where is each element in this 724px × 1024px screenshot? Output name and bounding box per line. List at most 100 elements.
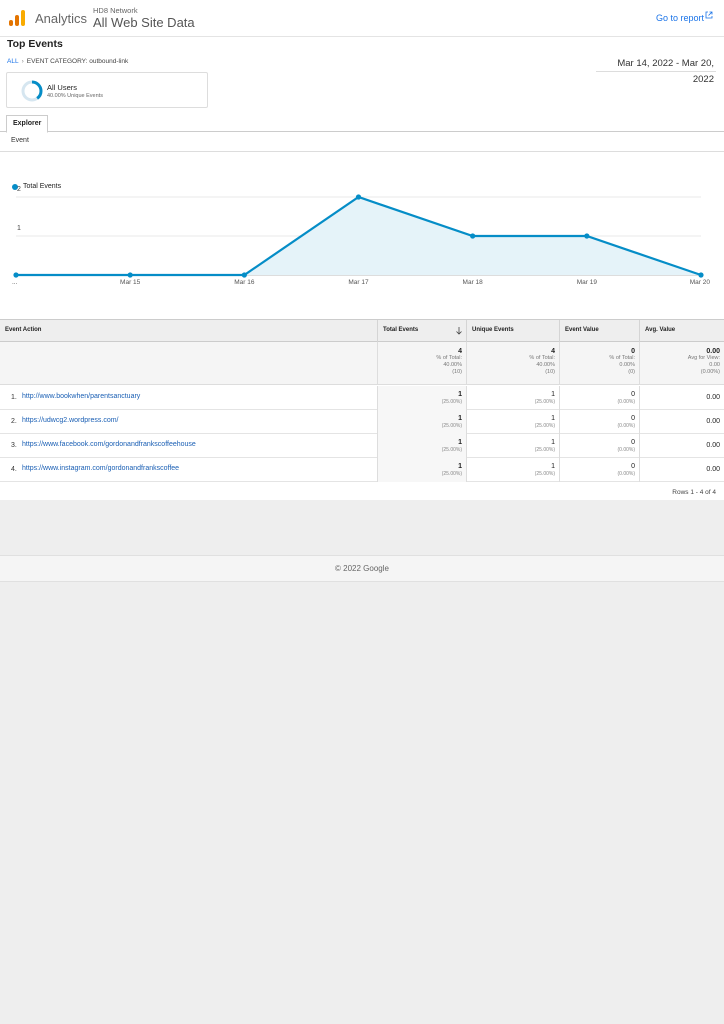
cell-percent: (0.00%): [617, 399, 635, 405]
total-caption: % of Total:: [609, 355, 635, 361]
event-action-link[interactable]: https://udwcg2.wordpress.com/: [22, 417, 119, 424]
breadcrumb-all-link[interactable]: ALL: [7, 58, 19, 65]
row-number: 1.: [11, 394, 17, 401]
app-header: Analytics HD8 Network All Web Site Data …: [0, 0, 724, 37]
col-header-event-value[interactable]: Event Value: [560, 320, 640, 342]
table-row: 3. https://www.facebook.com/gordonandfran…: [0, 434, 724, 458]
totals-unique-events: 4 % of Total: 40.00% (10): [467, 342, 560, 384]
cell-value: 0: [631, 439, 635, 446]
event-action-link[interactable]: https://www.instagram.com/gordonandfrank…: [22, 465, 180, 472]
cell-percent: (25.00%): [534, 447, 555, 453]
avg-value-cell: 0.00: [640, 458, 724, 482]
total-caption: Avg for View:: [687, 355, 720, 361]
cell-value: 1: [551, 463, 555, 470]
event-action-link[interactable]: https://www.facebook.com/gordonandfranks…: [22, 441, 196, 448]
event-action-link[interactable]: http://www.bookwhen/parentsanctuary: [22, 393, 141, 400]
avg-value-cell: 0.00: [640, 410, 724, 434]
breadcrumb: ALL › EVENT CATEGORY: outbound-link: [7, 58, 128, 65]
avg-value-cell: 0.00: [640, 386, 724, 410]
go-to-report-link[interactable]: Go to report: [655, 13, 704, 23]
x-tick-label: Mar 15: [120, 279, 141, 286]
row-number: 3.: [11, 442, 17, 449]
cell-percent: (0.00%): [617, 471, 635, 477]
data-point[interactable]: [584, 233, 590, 239]
total-events-cell: 1 (25.00%): [378, 434, 467, 458]
data-point[interactable]: [355, 194, 362, 200]
col-header-unique-events[interactable]: Unique Events: [467, 320, 560, 342]
segment-card[interactable]: All Users 40.00% Unique Events: [6, 72, 208, 108]
data-point[interactable]: [13, 272, 19, 278]
cell-value: 1: [458, 463, 462, 470]
cell-value: 0.00: [706, 442, 720, 449]
total-value: 0: [631, 348, 635, 355]
cell-value: 1: [551, 439, 555, 446]
subtab-event[interactable]: Event: [11, 137, 29, 144]
total-count: (0): [628, 369, 635, 375]
cell-value: 1: [551, 391, 555, 398]
cell-value: 1: [458, 439, 462, 446]
cell-percent: (25.00%): [441, 447, 462, 453]
data-table: Event Action Total Events Unique Events …: [0, 319, 724, 482]
x-tick-label: Mar 19: [577, 279, 598, 286]
cell-percent: (0.00%): [617, 447, 635, 453]
totals-event-value: 0 % of Total: 0.00% (0): [560, 342, 640, 384]
cell-value: 1: [458, 391, 462, 398]
cell-percent: (0.00%): [617, 423, 635, 429]
total-value: 0.00: [706, 348, 720, 355]
event-value-cell: 0 (0.00%): [560, 458, 640, 482]
totals-row: 4 % of Total: 40.00% (10) 4 % of Total: …: [0, 342, 724, 385]
data-point[interactable]: [470, 233, 476, 239]
row-number: 4.: [11, 466, 17, 473]
y-tick-label: 1: [17, 225, 21, 232]
col-header-event-action[interactable]: Event Action: [0, 320, 378, 342]
data-point[interactable]: [127, 272, 133, 278]
event-action-cell: 3. https://www.facebook.com/gordonandfran…: [0, 434, 378, 458]
total-percent: 40.00%: [536, 362, 555, 368]
segment-donut-icon: [21, 80, 43, 102]
cell-value: 0: [631, 415, 635, 422]
totals-avg-value: 0.00 Avg for View: 0.00 (0.00%): [640, 342, 724, 384]
brand-name: Analytics: [35, 11, 88, 26]
total-percent: 40.00%: [443, 362, 462, 368]
table-row: 4. https://www.instagram.com/gordonandfra…: [0, 458, 724, 482]
totals-label-cell: [0, 342, 378, 384]
data-point[interactable]: [698, 272, 704, 278]
legend-dot-icon: [12, 184, 18, 190]
total-percent: 0.00%: [619, 362, 635, 368]
unique-events-cell: 1 (25.00%): [467, 386, 560, 410]
col-header-avg-value[interactable]: Avg. Value: [645, 327, 676, 333]
x-tick-label: Mar 17: [348, 279, 369, 286]
property-name[interactable]: All Web Site Data: [93, 15, 195, 30]
total-count: (10): [452, 369, 462, 375]
page-title: Top Events: [7, 38, 63, 50]
divider: [0, 151, 724, 152]
analytics-logo-icon[interactable]: [8, 9, 26, 27]
total-caption: % of Total:: [529, 355, 555, 361]
cell-percent: (25.00%): [534, 471, 555, 477]
total-events-cell: 1 (25.00%): [378, 458, 467, 482]
account-name[interactable]: HD8 Network: [93, 6, 138, 15]
event-value-cell: 0 (0.00%): [560, 434, 640, 458]
segment-name: All Users: [47, 83, 78, 92]
event-value-cell: 0 (0.00%): [560, 386, 640, 410]
col-header-total-events[interactable]: Total Events: [378, 320, 467, 342]
breadcrumb-current: EVENT CATEGORY: outbound-link: [26, 58, 129, 65]
footer: © 2022 Google: [0, 555, 724, 582]
sort-down-icon: [456, 327, 462, 335]
data-point[interactable]: [241, 272, 247, 278]
cell-value: 0: [631, 463, 635, 470]
date-range-picker[interactable]: Mar 14, 2022 - Mar 20, 2022: [596, 56, 716, 85]
x-tick-label: Mar 16: [234, 279, 255, 286]
breadcrumb-separator-icon: ›: [21, 58, 24, 65]
legend-label[interactable]: Total Events: [23, 183, 62, 190]
total-count: (0.00%): [700, 369, 720, 375]
external-link-icon[interactable]: [705, 11, 713, 19]
total-events-cell: 1 (25.00%): [378, 386, 467, 410]
row-number: 2.: [11, 418, 17, 425]
x-tick-label: Mar 20: [690, 279, 711, 286]
line-chart: 1 2... Mar 15 Mar 16 Mar 17 Mar 18 Mar 19 Mar 2…: [12, 186, 711, 286]
tab-explorer[interactable]: Explorer: [6, 115, 49, 133]
cell-value: 0.00: [706, 466, 720, 473]
report-tabs: Explorer: [0, 114, 724, 133]
copyright: © 2022 Google: [335, 564, 389, 573]
